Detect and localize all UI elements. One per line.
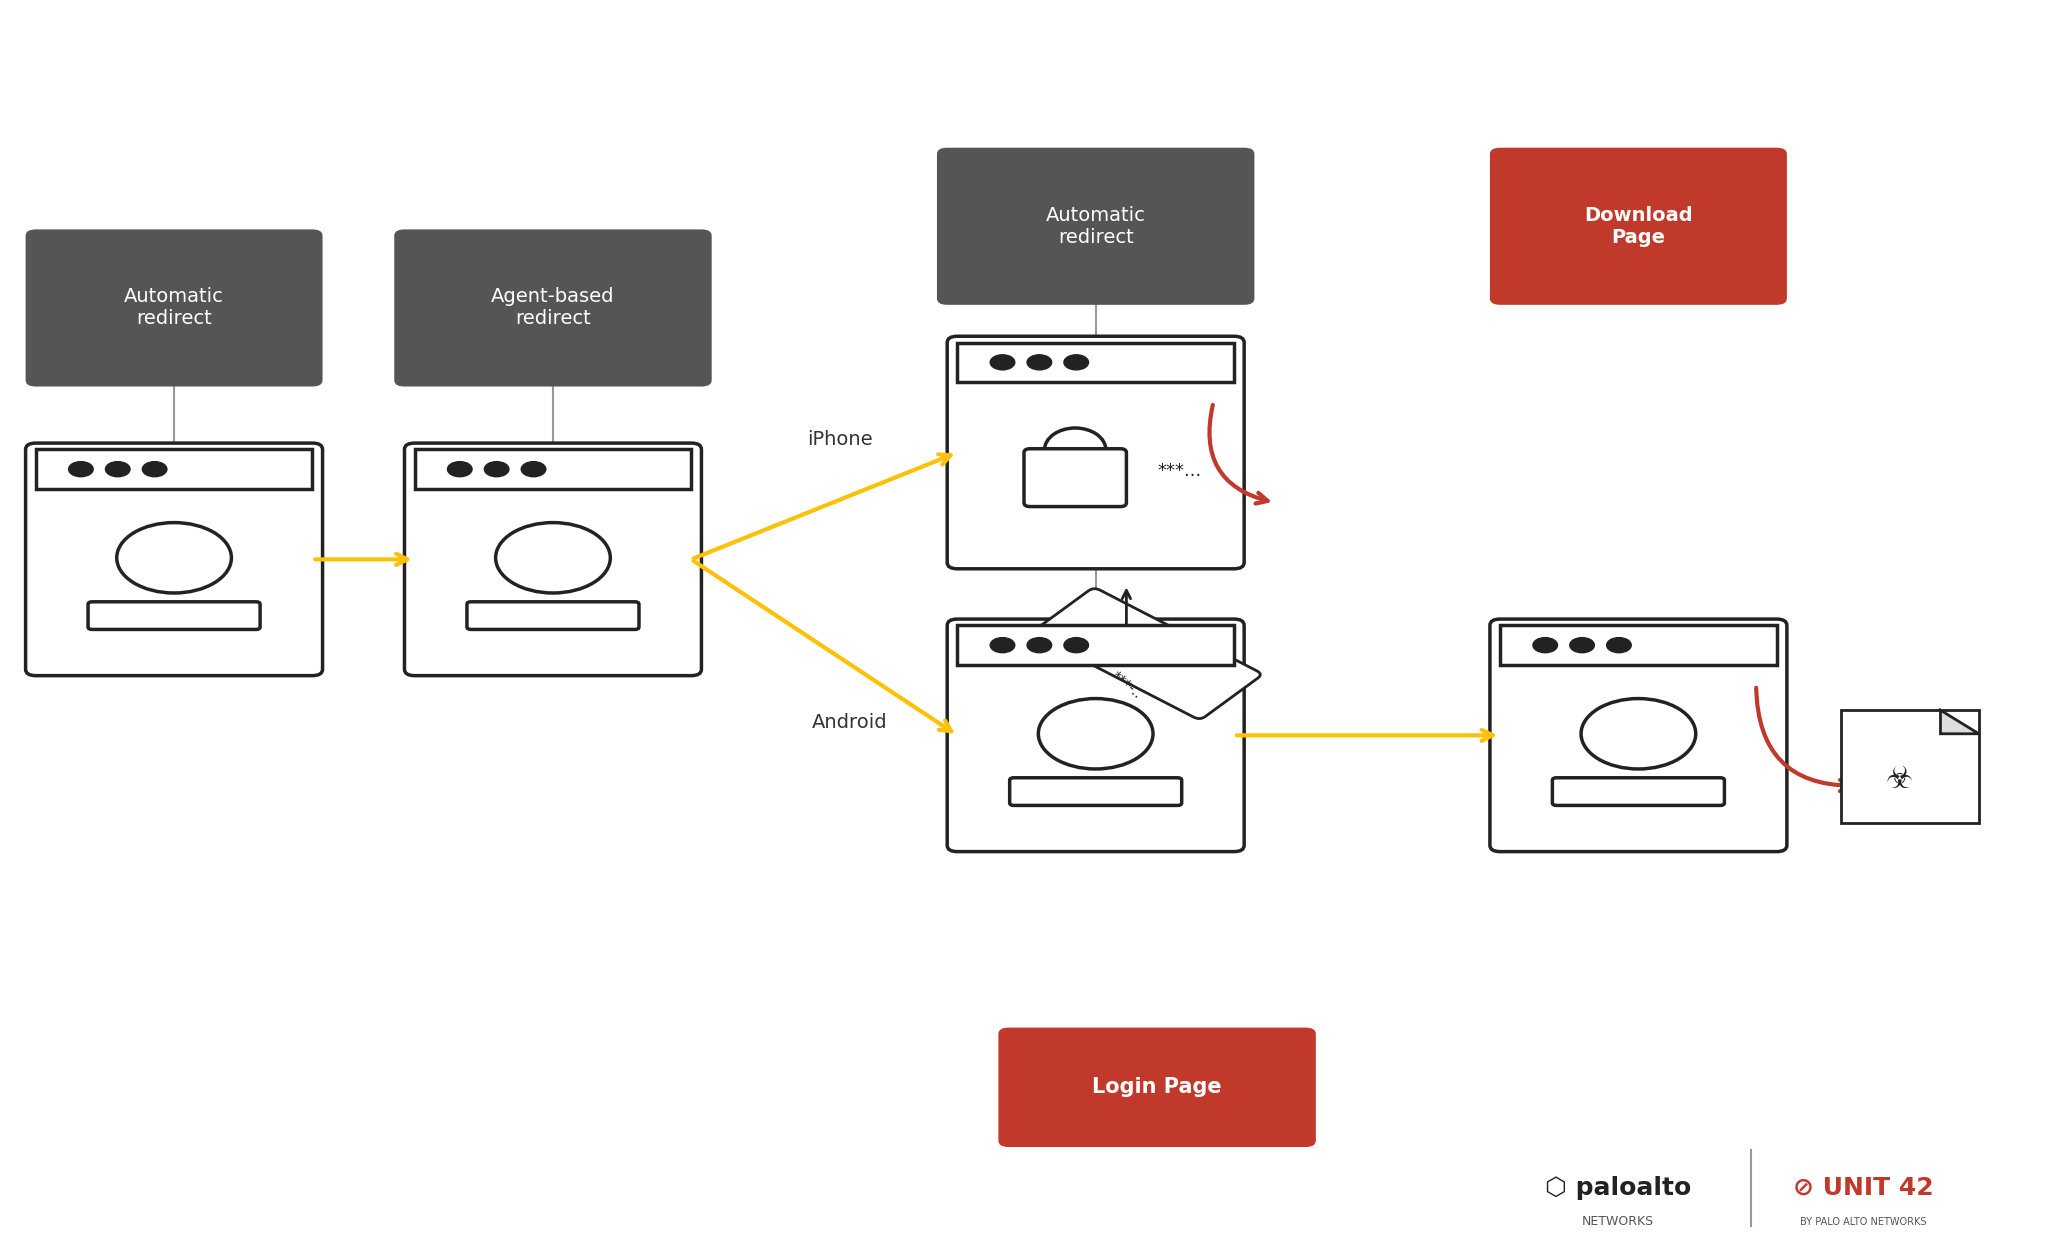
Circle shape [1581, 699, 1696, 769]
FancyBboxPatch shape [1499, 626, 1778, 665]
FancyBboxPatch shape [88, 602, 260, 630]
FancyBboxPatch shape [946, 618, 1245, 852]
Text: Download
Page: Download Page [1583, 206, 1694, 246]
Circle shape [446, 461, 471, 476]
Circle shape [1028, 637, 1053, 652]
Circle shape [991, 637, 1016, 652]
Circle shape [1571, 637, 1595, 652]
Text: Agent-based
redirect: Agent-based redirect [492, 288, 614, 328]
FancyBboxPatch shape [414, 450, 692, 489]
FancyBboxPatch shape [1552, 778, 1724, 806]
FancyBboxPatch shape [938, 148, 1253, 305]
Text: iPhone: iPhone [807, 430, 872, 450]
Text: ***...: ***... [1157, 463, 1202, 480]
Text: ⊘ UNIT 42: ⊘ UNIT 42 [1794, 1175, 1933, 1200]
FancyBboxPatch shape [1010, 778, 1182, 806]
FancyBboxPatch shape [958, 626, 1233, 665]
FancyBboxPatch shape [1841, 710, 1978, 823]
FancyBboxPatch shape [406, 444, 700, 676]
Text: NETWORKS: NETWORKS [1581, 1216, 1655, 1228]
FancyBboxPatch shape [946, 337, 1245, 569]
Text: ***-..: ***-.. [1108, 669, 1145, 701]
Circle shape [1606, 637, 1632, 652]
Text: Login Page: Login Page [1092, 1077, 1223, 1097]
Circle shape [520, 461, 545, 476]
Text: Android: Android [813, 713, 887, 733]
FancyBboxPatch shape [467, 602, 639, 630]
FancyBboxPatch shape [997, 1028, 1315, 1146]
FancyBboxPatch shape [1491, 148, 1786, 305]
Circle shape [991, 354, 1016, 370]
FancyBboxPatch shape [1491, 618, 1786, 852]
FancyBboxPatch shape [25, 444, 324, 676]
Circle shape [496, 523, 610, 593]
Circle shape [1065, 354, 1090, 370]
FancyBboxPatch shape [1024, 449, 1126, 507]
Circle shape [1038, 699, 1153, 769]
Text: Automatic
redirect: Automatic redirect [1047, 206, 1145, 246]
FancyBboxPatch shape [25, 230, 324, 387]
Circle shape [1532, 637, 1559, 652]
Circle shape [483, 461, 508, 476]
Text: ⬡ paloalto: ⬡ paloalto [1544, 1175, 1692, 1200]
Polygon shape [1942, 710, 1978, 734]
FancyBboxPatch shape [1034, 588, 1260, 719]
FancyBboxPatch shape [393, 230, 713, 387]
Circle shape [1028, 354, 1053, 370]
Circle shape [70, 461, 94, 476]
Text: ☣: ☣ [1886, 764, 1913, 794]
FancyBboxPatch shape [958, 343, 1233, 382]
Circle shape [1065, 637, 1090, 652]
Circle shape [141, 461, 168, 476]
Text: BY PALO ALTO NETWORKS: BY PALO ALTO NETWORKS [1800, 1217, 1927, 1227]
FancyBboxPatch shape [37, 450, 313, 489]
Text: Automatic
redirect: Automatic redirect [125, 288, 223, 328]
Circle shape [106, 461, 131, 476]
Circle shape [117, 523, 231, 593]
